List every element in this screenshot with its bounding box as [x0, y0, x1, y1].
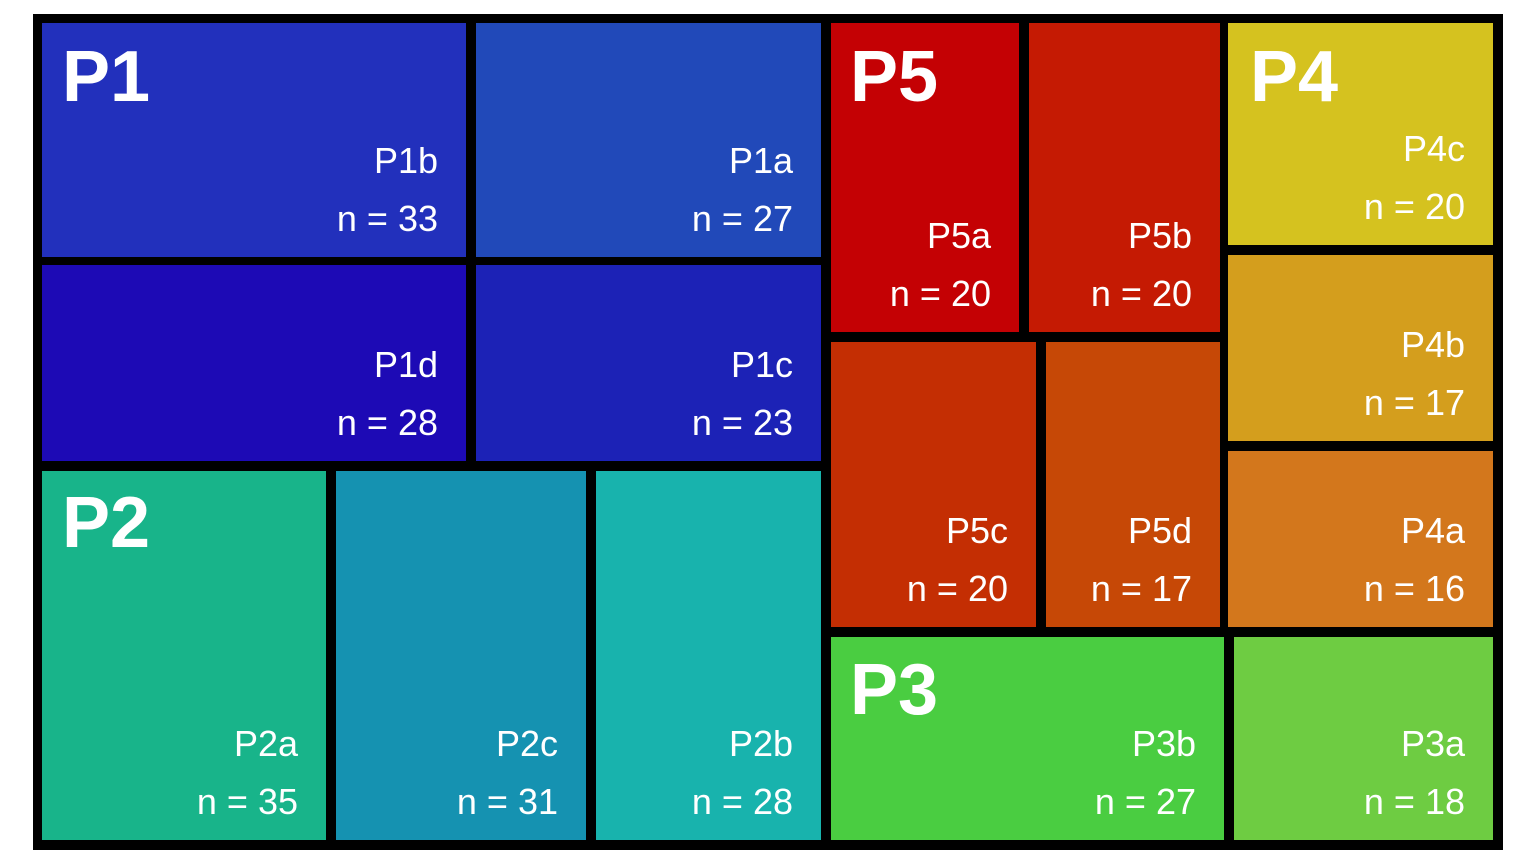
tile-count-p5a: n = 20 [890, 273, 991, 314]
tile-label-p2a: P2a [234, 723, 299, 764]
tile-p1c [476, 265, 821, 461]
tile-count-p5d: n = 17 [1091, 568, 1192, 609]
tile-label-p4b: P4b [1401, 324, 1465, 365]
tile-label-p5c: P5c [946, 510, 1008, 551]
tile-count-p1b: n = 33 [337, 198, 438, 239]
tile-count-p1d: n = 28 [337, 402, 438, 443]
tile-label-p2c: P2c [496, 723, 558, 764]
tile-p1d [42, 265, 466, 461]
tile-p1a [476, 23, 821, 257]
tile-p1b [42, 23, 466, 257]
tile-label-p3a: P3a [1401, 723, 1466, 764]
tile-p5d [1046, 342, 1220, 627]
tile-count-p1c: n = 23 [692, 402, 793, 443]
tile-label-p4a: P4a [1401, 510, 1466, 551]
tile-p4a [1228, 451, 1493, 627]
tile-count-p4c: n = 20 [1364, 186, 1465, 227]
group-label-p5: P5 [850, 37, 938, 117]
tile-count-p4b: n = 17 [1364, 382, 1465, 423]
tile-label-p5d: P5d [1128, 510, 1192, 551]
tile-p3a [1234, 637, 1493, 840]
tile-label-p2b: P2b [729, 723, 793, 764]
tile-p5a [831, 23, 1019, 332]
tile-label-p4c: P4c [1403, 128, 1465, 169]
group-label-p3: P3 [850, 650, 938, 730]
group-p2: P2a n = 35 P2c n = 31 P2b n = 28 P2 [42, 471, 821, 840]
tile-count-p5b: n = 20 [1091, 273, 1192, 314]
group-label-p4: P4 [1250, 37, 1338, 117]
group-label-p1: P1 [62, 37, 150, 117]
tile-count-p2c: n = 31 [457, 781, 558, 822]
tile-count-p5c: n = 20 [907, 568, 1008, 609]
tile-label-p1b: P1b [374, 140, 438, 181]
tile-label-p1d: P1d [374, 344, 438, 385]
group-p1: P1b n = 33 P1a n = 27 P1d n = 28 P1c n = 23 P1 [42, 23, 821, 461]
tile-p5c [831, 342, 1036, 627]
tile-label-p1c: P1c [731, 344, 793, 385]
tile-p2b [596, 471, 821, 840]
tile-p3b [831, 637, 1224, 840]
tile-label-p5a: P5a [927, 215, 992, 256]
tile-count-p3a: n = 18 [1364, 781, 1465, 822]
tile-p2a [42, 471, 326, 840]
tile-label-p3b: P3b [1132, 723, 1196, 764]
tile-p4b [1228, 255, 1493, 441]
group-p3: P3b n = 27 P3a n = 18 P3 [831, 637, 1493, 840]
tile-count-p1a: n = 27 [692, 198, 793, 239]
tile-label-p1a: P1a [729, 140, 794, 181]
tile-p4c [1228, 23, 1493, 245]
tile-count-p2b: n = 28 [692, 781, 793, 822]
group-label-p2: P2 [62, 483, 150, 563]
tile-count-p4a: n = 16 [1364, 568, 1465, 609]
tile-count-p2a: n = 35 [197, 781, 298, 822]
tile-p5b [1029, 23, 1220, 332]
group-p5: P5a n = 20 P5b n = 20 P5c n = 20 P5d n = 17 P5 [831, 23, 1220, 627]
tile-label-p5b: P5b [1128, 215, 1192, 256]
tile-count-p3b: n = 27 [1095, 781, 1196, 822]
group-p4: P4c n = 20 P4b n = 17 P4a n = 16 P4 [1228, 23, 1493, 627]
tile-p2c [336, 471, 586, 840]
